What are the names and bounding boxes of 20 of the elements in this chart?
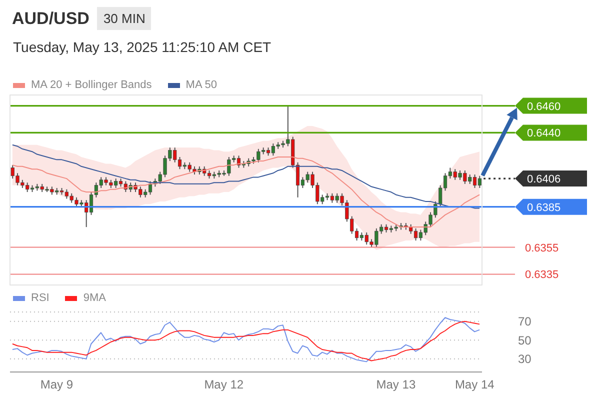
ref-line-label: 0.6460 (527, 100, 561, 113)
x-tick-label: May 12 (204, 378, 244, 392)
x-tick-label: May 14 (454, 378, 495, 392)
text: 30 MIN (97, 7, 152, 30)
ref-line-label: 0.6385 (527, 202, 561, 214)
chart-title: AUD/USD (12, 8, 90, 28)
ref-line-label: 0.6335 (525, 269, 559, 282)
y-tick-label: 30 (518, 352, 532, 366)
legend-label: MA 20 + Bollinger Bands (31, 79, 152, 91)
ref-line-label: 0.6355 (525, 242, 559, 254)
y-tick-label: 70 (518, 314, 532, 329)
ref-line-label: 0.6406 (527, 174, 561, 186)
y-tick-label: 50 (518, 333, 532, 348)
legend-label: RSI (31, 292, 50, 304)
x-tick-label: May 9 (40, 378, 74, 392)
legend-label: MA 50 (186, 79, 217, 91)
legend-label: 9MA (83, 292, 106, 304)
x-tick-label: May 13 (376, 378, 416, 392)
ref-line-label: 0.6440 (527, 128, 561, 140)
chart-subtitle: Tuesday, May 13, 2025 11:25:10 AM CET (13, 39, 272, 55)
